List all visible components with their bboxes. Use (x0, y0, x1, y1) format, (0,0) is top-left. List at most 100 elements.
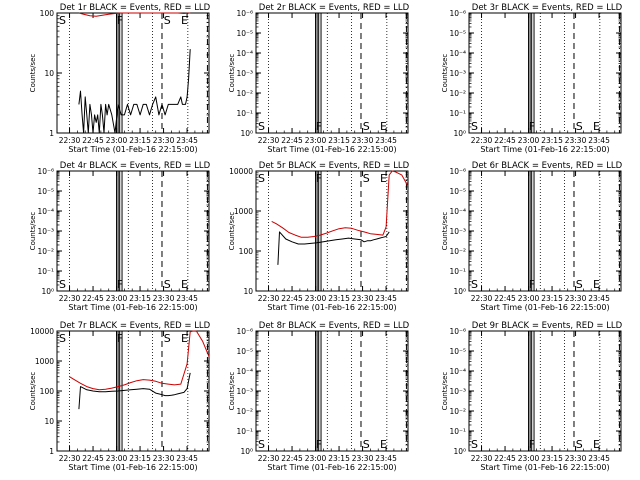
event-marker-s: S (471, 120, 478, 133)
y-tick-label: 10⁻⁶ (449, 327, 466, 336)
x-tick-label: 23:45 (588, 136, 610, 145)
x-tick-label: 22:30 (258, 454, 280, 463)
y-tick-label: 10⁻⁵ (37, 187, 54, 196)
x-tick-label: 23:30 (565, 136, 587, 145)
event-marker-f: F (529, 278, 535, 291)
chart-panel-1: Det 1r BLACK = Events, RED = LLD 1 10 100 Co… (29, 3, 211, 154)
x-tick-label: 23:30 (352, 136, 374, 145)
plot-frame (468, 170, 622, 292)
x-tick-label: 23:00 (305, 454, 327, 463)
event-marker-s: S (258, 438, 265, 451)
y-tick-label: 10⁻⁶ (236, 9, 253, 18)
x-tick-label: 23:45 (176, 454, 198, 463)
event-marker-s: S (59, 14, 66, 27)
events-series-line (277, 231, 390, 265)
y-tick-label: 10⁻⁵ (449, 29, 466, 38)
x-tick-label: 22:45 (494, 136, 516, 145)
chart-title: Det 2r BLACK = Events, RED = LLD (259, 3, 410, 13)
x-tick-label: 23:30 (153, 294, 175, 303)
x-tick-label: 22:30 (59, 454, 81, 463)
y-tick-label: 10⁰ (240, 129, 253, 138)
event-marker-f: F (529, 120, 535, 133)
y-axis-label: Counts/sec (228, 54, 236, 93)
event-marker-s: S (471, 438, 478, 451)
x-tick-label: 22:30 (258, 294, 280, 303)
x-tick-label: 22:45 (494, 294, 516, 303)
x-tick-label: 22:30 (471, 454, 493, 463)
x-tick-label: 23:00 (106, 136, 128, 145)
event-marker-e: E (181, 14, 188, 27)
event-marker-s: S (59, 278, 66, 291)
y-tick-label: 1000 (35, 357, 54, 366)
y-tick-label: 10⁰ (41, 287, 54, 296)
y-tick-label: 10⁻⁵ (449, 347, 466, 356)
event-marker-s: S (576, 278, 583, 291)
chart-title: Det 6r BLACK = Events, RED = LLD (472, 161, 623, 171)
x-tick-label: 23:45 (375, 294, 397, 303)
event-marker-e: E (380, 438, 387, 451)
event-marker-e: E (380, 172, 387, 185)
event-marker-e: E (593, 278, 600, 291)
x-tick-label: 23:45 (375, 136, 397, 145)
chart-panel-9: Det 9r BLACK = Events, RED = LLD 10⁰ 10⁻¹ 1… (441, 321, 623, 472)
x-tick-label: 22:30 (59, 294, 81, 303)
y-tick-label: 10 (243, 287, 253, 296)
y-tick-label: 10⁻³ (449, 69, 466, 78)
x-tick-label: 23:15 (541, 454, 563, 463)
x-tick-label: 22:45 (82, 454, 104, 463)
x-tick-label: 22:45 (281, 136, 303, 145)
y-axis-label: Counts/sec (441, 54, 449, 93)
event-marker-s: S (363, 120, 370, 133)
y-tick-label: 1 (49, 447, 54, 456)
x-tick-label: 23:00 (518, 294, 540, 303)
y-tick-label: 10⁻⁵ (236, 347, 253, 356)
x-tick-label: 22:45 (281, 454, 303, 463)
x-tick-label: 23:00 (305, 294, 327, 303)
y-tick-label: 10⁻³ (37, 227, 54, 236)
y-axis-label: Counts/sec (29, 54, 37, 93)
plot-frame (468, 330, 622, 452)
x-axis-label: Start Time (01-Feb-16 22:15:00) (480, 303, 609, 312)
y-tick-label: 10⁻¹ (449, 267, 466, 276)
x-tick-label: 23:45 (375, 454, 397, 463)
x-axis-label: Start Time (01-Feb-16 22:15:00) (68, 303, 197, 312)
x-axis-label: Start Time (01-Feb-16 22:15:00) (267, 145, 396, 154)
x-tick-label: 23:45 (588, 454, 610, 463)
x-tick-label: 23:30 (153, 454, 175, 463)
x-tick-label: 23:15 (541, 136, 563, 145)
x-axis-label: Start Time (01-Feb-16 22:15:00) (480, 463, 609, 472)
event-marker-s: S (258, 120, 265, 133)
y-tick-label: 10⁻¹ (449, 109, 466, 118)
x-tick-label: 23:30 (565, 294, 587, 303)
y-tick-label: 10⁻¹ (37, 267, 54, 276)
event-marker-f: F (117, 14, 123, 27)
x-tick-label: 23:00 (305, 136, 327, 145)
chart-panel-6: Det 6r BLACK = Events, RED = LLD 10⁰ 10⁻¹ 1… (441, 161, 623, 312)
y-tick-label: 10⁻⁴ (449, 367, 466, 376)
y-axis-label: Counts/sec (228, 372, 236, 411)
y-tick-label: 10⁻³ (449, 227, 466, 236)
event-marker-s: S (258, 172, 265, 185)
x-tick-label: 23:30 (153, 136, 175, 145)
y-tick-label: 100 (40, 387, 55, 396)
y-tick-label: 10⁻¹ (236, 427, 253, 436)
chart-panel-4: Det 4r BLACK = Events, RED = LLD 10⁰ 10⁻¹ 1… (29, 161, 211, 312)
y-tick-label: 10 (44, 417, 54, 426)
y-tick-label: 10⁻² (449, 407, 466, 416)
event-marker-e: E (380, 120, 387, 133)
event-marker-s: S (164, 14, 171, 27)
events-series-line (78, 372, 191, 410)
x-tick-label: 23:00 (106, 294, 128, 303)
x-tick-label: 23:15 (129, 454, 151, 463)
event-marker-e: E (181, 278, 188, 291)
chart-title: Det 1r BLACK = Events, RED = LLD (60, 3, 211, 13)
x-tick-label: 23:30 (565, 454, 587, 463)
x-tick-label: 23:15 (129, 136, 151, 145)
y-tick-label: 10⁻⁴ (449, 49, 466, 58)
chart-title: Det 8r BLACK = Events, RED = LLD (259, 321, 410, 331)
y-tick-label: 10⁻⁴ (449, 207, 466, 216)
y-tick-label: 10⁻⁴ (236, 49, 253, 58)
chart-panel-8: Det 8r BLACK = Events, RED = LLD 10⁰ 10⁻¹ 1… (228, 321, 410, 472)
x-tick-label: 23:45 (176, 294, 198, 303)
